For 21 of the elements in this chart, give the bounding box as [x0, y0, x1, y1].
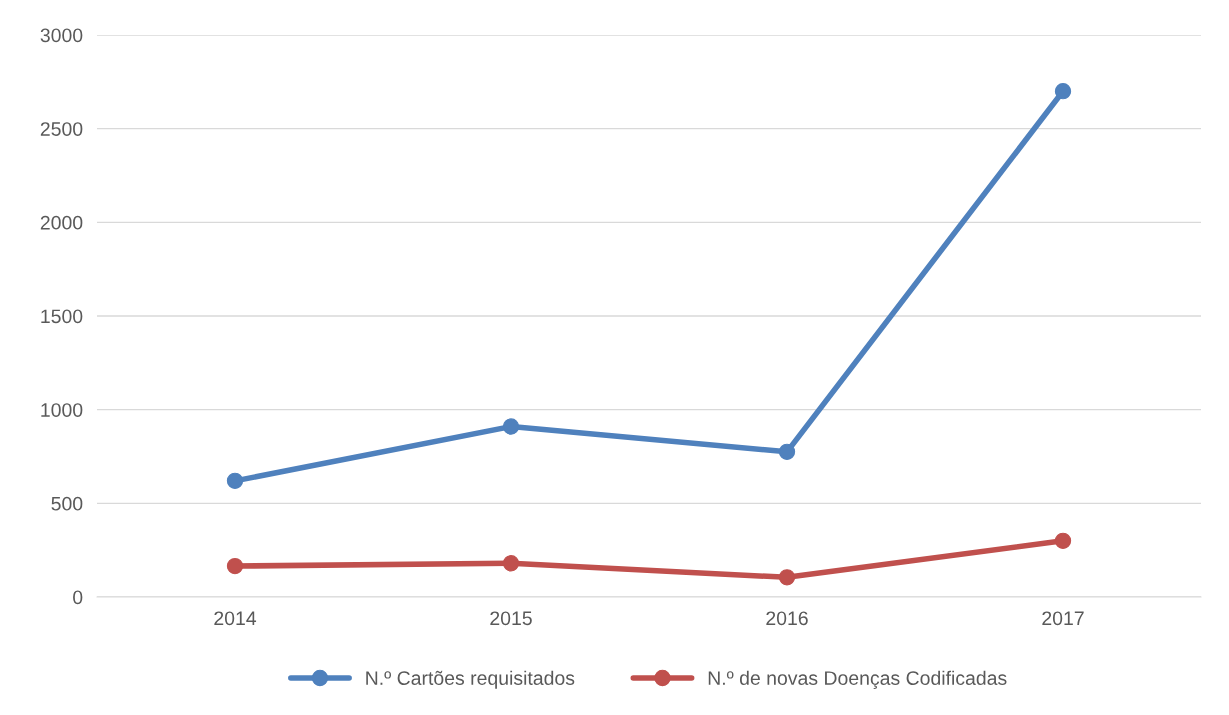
y-tick-label: 500: [51, 496, 83, 511]
x-tick-label: 2017: [1042, 611, 1084, 626]
x-tick-label: 2016: [766, 611, 808, 626]
point: [226, 472, 244, 490]
y-tick-label: 1500: [41, 309, 83, 324]
point: [226, 557, 244, 575]
point: [778, 443, 796, 460]
point: [1054, 532, 1072, 549]
legend-label: N.º de novas Doenças Codificadas: [708, 670, 1007, 689]
legend-label: N.º Cartões requisitados: [366, 670, 575, 689]
x-tick-label: 2015: [490, 611, 532, 626]
y-tick-label: 1000: [41, 403, 83, 417]
point: [1054, 83, 1072, 100]
x-tick-label: 2014: [214, 611, 257, 626]
point: [778, 569, 796, 586]
y-tick-label: 0: [73, 590, 83, 605]
point: [502, 555, 520, 572]
y-tick-label: 3000: [40, 28, 83, 43]
y-tick-label: 2500: [40, 122, 83, 136]
y-tick-label: 2000: [40, 215, 83, 230]
point: [502, 418, 520, 435]
